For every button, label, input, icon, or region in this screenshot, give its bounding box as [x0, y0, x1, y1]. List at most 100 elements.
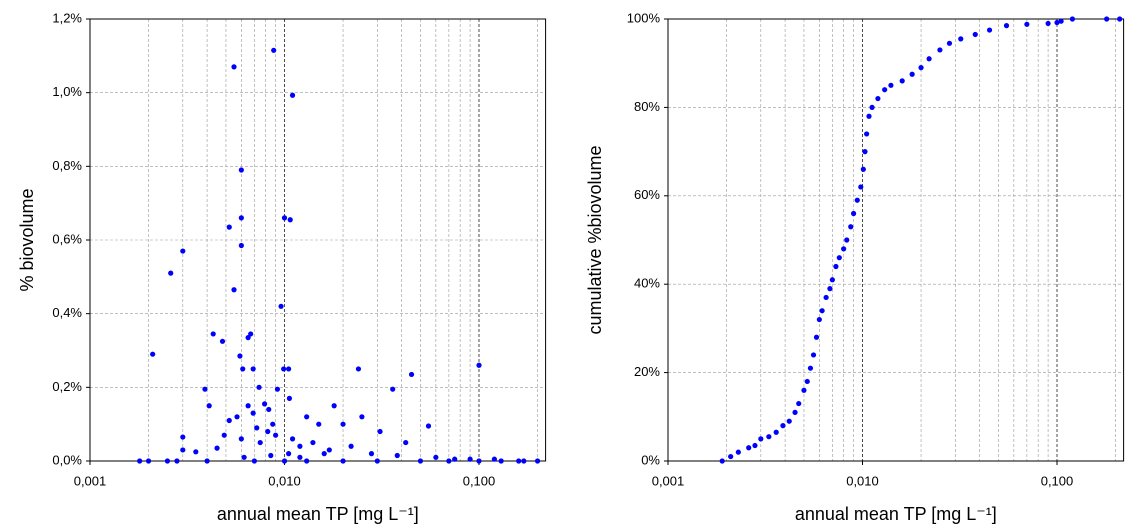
point	[827, 286, 833, 292]
point	[918, 65, 924, 71]
point	[297, 454, 303, 460]
point	[245, 403, 251, 409]
point	[250, 366, 256, 372]
point	[1058, 18, 1064, 24]
point	[433, 454, 439, 460]
point	[804, 378, 810, 385]
point	[204, 458, 210, 464]
point	[340, 421, 346, 427]
point	[286, 395, 293, 401]
point	[226, 224, 232, 230]
point	[417, 458, 424, 464]
point	[1003, 23, 1010, 29]
point	[926, 56, 932, 62]
point	[180, 447, 186, 453]
point	[359, 414, 365, 420]
point	[145, 458, 152, 464]
point	[278, 303, 284, 309]
point	[1069, 16, 1076, 22]
point	[833, 263, 839, 270]
y-tick-label: 80%	[634, 99, 660, 114]
point	[937, 47, 943, 53]
point	[304, 414, 310, 420]
point	[758, 436, 764, 442]
point	[340, 458, 346, 464]
point	[807, 365, 814, 371]
point	[476, 458, 482, 464]
point	[237, 353, 243, 359]
point	[286, 451, 292, 457]
point	[248, 331, 254, 337]
point	[256, 384, 262, 390]
point	[168, 270, 174, 276]
point	[348, 443, 354, 449]
point	[257, 439, 263, 446]
y-tick-label: 60%	[634, 187, 660, 202]
point	[355, 366, 362, 372]
y-tick-label: 0,6%	[52, 231, 82, 246]
point	[1024, 21, 1030, 27]
point	[425, 423, 432, 429]
x-tick-label: 0,010	[846, 473, 879, 488]
point	[245, 335, 251, 341]
point	[491, 456, 498, 462]
point	[882, 87, 888, 93]
point	[516, 458, 522, 464]
point	[534, 458, 541, 464]
point	[331, 403, 337, 409]
point	[150, 351, 156, 357]
y-tick-label: 1,2%	[52, 10, 82, 25]
point	[869, 104, 875, 110]
point	[270, 421, 276, 427]
point	[403, 439, 409, 446]
point	[786, 418, 792, 424]
point	[972, 31, 978, 38]
point	[251, 458, 257, 464]
point	[234, 414, 240, 420]
point	[860, 166, 866, 172]
point	[819, 308, 825, 314]
point	[268, 452, 274, 459]
y-tick-label: 0,2%	[52, 379, 82, 394]
point	[137, 458, 143, 464]
point	[796, 400, 802, 407]
point	[174, 458, 180, 464]
point	[210, 331, 216, 337]
point	[792, 409, 798, 415]
point	[273, 432, 279, 438]
point	[231, 287, 237, 293]
y-tick-label: 0%	[641, 452, 660, 467]
point	[368, 451, 375, 457]
point	[866, 113, 872, 119]
point	[875, 95, 881, 102]
point	[728, 453, 734, 460]
point	[816, 316, 822, 323]
point	[446, 458, 452, 464]
point	[1045, 20, 1051, 27]
point	[844, 237, 850, 243]
x-tick-label: 0,100	[1041, 473, 1074, 488]
point	[206, 403, 212, 409]
point	[986, 27, 993, 33]
point	[498, 458, 504, 464]
point	[1117, 16, 1123, 22]
point	[238, 436, 244, 442]
point	[390, 386, 396, 392]
plot-frame	[89, 18, 547, 462]
point	[321, 451, 327, 457]
point	[899, 78, 905, 84]
point	[773, 429, 779, 435]
y-tick-label: 20%	[634, 364, 660, 379]
x-axis-label: annual mean TP [mg L⁻¹]	[217, 504, 419, 524]
point	[265, 428, 271, 435]
point	[231, 64, 237, 70]
point	[274, 386, 281, 392]
point	[271, 47, 277, 53]
point	[810, 352, 817, 358]
point	[281, 458, 288, 464]
y-tick-label: 0,0%	[52, 452, 82, 467]
point	[180, 248, 186, 254]
point	[221, 432, 227, 438]
point	[521, 458, 527, 464]
